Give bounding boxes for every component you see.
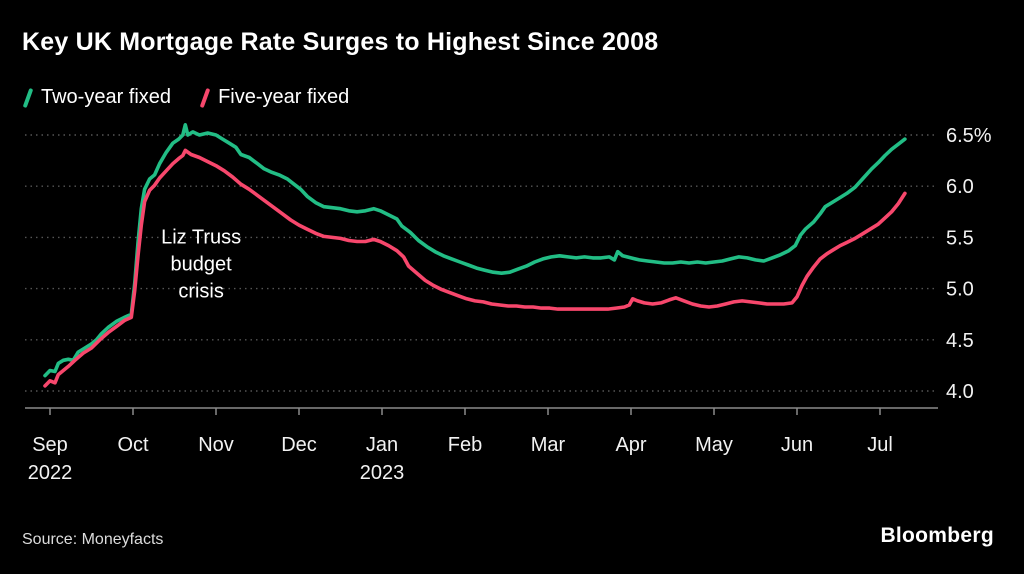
x-tick-label: Feb: [448, 434, 482, 456]
x-tick-label: Apr: [615, 434, 646, 456]
legend: Two-year fixed Five-year fixed: [22, 86, 350, 109]
x-tick-label: Jul: [867, 434, 893, 456]
chart-title: Key UK Mortgage Rate Surges to Highest S…: [22, 28, 659, 56]
x-tick-year-label: 2023: [360, 462, 405, 484]
y-tick-label: 4.5: [946, 330, 974, 352]
legend-label-five-year: Five-year fixed: [218, 86, 350, 108]
y-tick-label: 6.5%: [946, 125, 992, 147]
x-tick-label: Oct: [117, 434, 149, 456]
bloomberg-logo: Bloomberg: [880, 524, 994, 547]
annotation-text: crisis: [178, 281, 224, 303]
legend-item-two-year: Two-year fixed: [22, 86, 172, 109]
y-tick-label: 5.0: [946, 279, 974, 301]
legend-label-two-year: Two-year fixed: [41, 86, 172, 108]
y-tick-label: 4.0: [946, 381, 974, 403]
series-line-five-year-fixed: [43, 148, 907, 388]
source-credit: Source: Moneyfacts: [22, 531, 164, 548]
x-tick-label: May: [695, 434, 733, 456]
x-tick-year-label: 2022: [28, 462, 73, 484]
x-tick-label: Sep: [32, 434, 68, 456]
x-tick-label: Mar: [531, 434, 566, 456]
x-tick-label: Jan: [366, 434, 398, 456]
x-tick-label: Nov: [198, 434, 234, 456]
y-tick-label: 6.0: [946, 176, 974, 198]
y-tick-label: 5.5: [946, 227, 974, 249]
annotation-text: budget: [171, 254, 233, 276]
series-line-two-year-fixed: [43, 123, 907, 378]
legend-item-five-year: Five-year fixed: [199, 86, 350, 109]
x-tick-label: Dec: [281, 434, 317, 456]
x-tick-label: Jun: [781, 434, 813, 456]
annotation-text: Liz Truss: [161, 227, 241, 249]
